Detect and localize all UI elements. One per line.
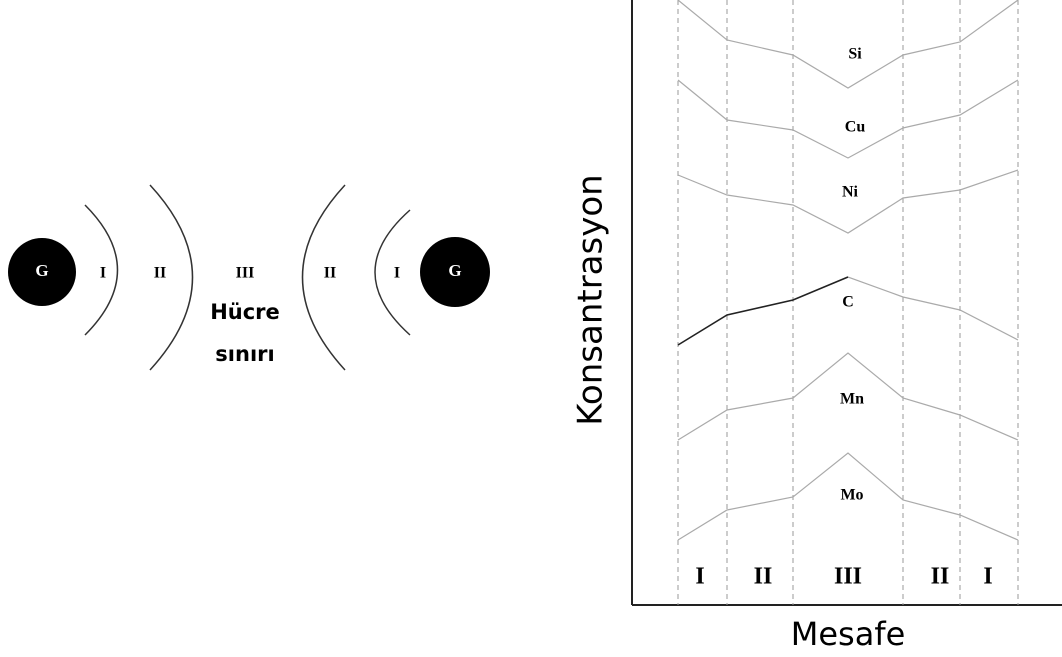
element-label: Mn <box>840 391 864 408</box>
concentration-diagram: Si Cu Ni C Mn Mo I II III II I Konsantra… <box>571 0 1062 653</box>
zone-label: I <box>100 265 106 282</box>
cell-boundary-label: Hücre <box>210 300 280 324</box>
zone-label: II <box>931 564 950 590</box>
zone-label: I <box>983 564 992 590</box>
element-label: Cu <box>845 119 866 136</box>
zone-label: II <box>754 564 773 590</box>
zone-boundary <box>375 210 410 335</box>
grain-label: G <box>448 261 461 280</box>
x-axis-label: Mesafe <box>791 615 906 653</box>
cell-boundary-label: sınırı <box>215 342 274 366</box>
element-label: Mo <box>840 487 863 504</box>
zone-label: II <box>324 265 336 282</box>
zone-label: III <box>834 564 862 590</box>
y-axis-label: Konsantrasyon <box>571 174 611 425</box>
profile-curve <box>678 0 1018 88</box>
grain-diagram: G G I II III II I Hücre sınırı <box>8 185 490 370</box>
element-label: C <box>842 294 854 311</box>
profile-curve <box>678 170 1018 233</box>
profile-curve <box>678 277 848 345</box>
element-label: Ni <box>842 184 859 201</box>
zone-label: II <box>154 265 166 282</box>
zone-label: I <box>394 265 400 282</box>
element-label: Si <box>848 46 862 63</box>
zone-label: III <box>236 265 255 282</box>
grain-label: G <box>35 261 48 280</box>
page: G G I II III II I Hücre sınırı Si Cu Ni … <box>0 0 1062 657</box>
zone-label: I <box>695 564 704 590</box>
